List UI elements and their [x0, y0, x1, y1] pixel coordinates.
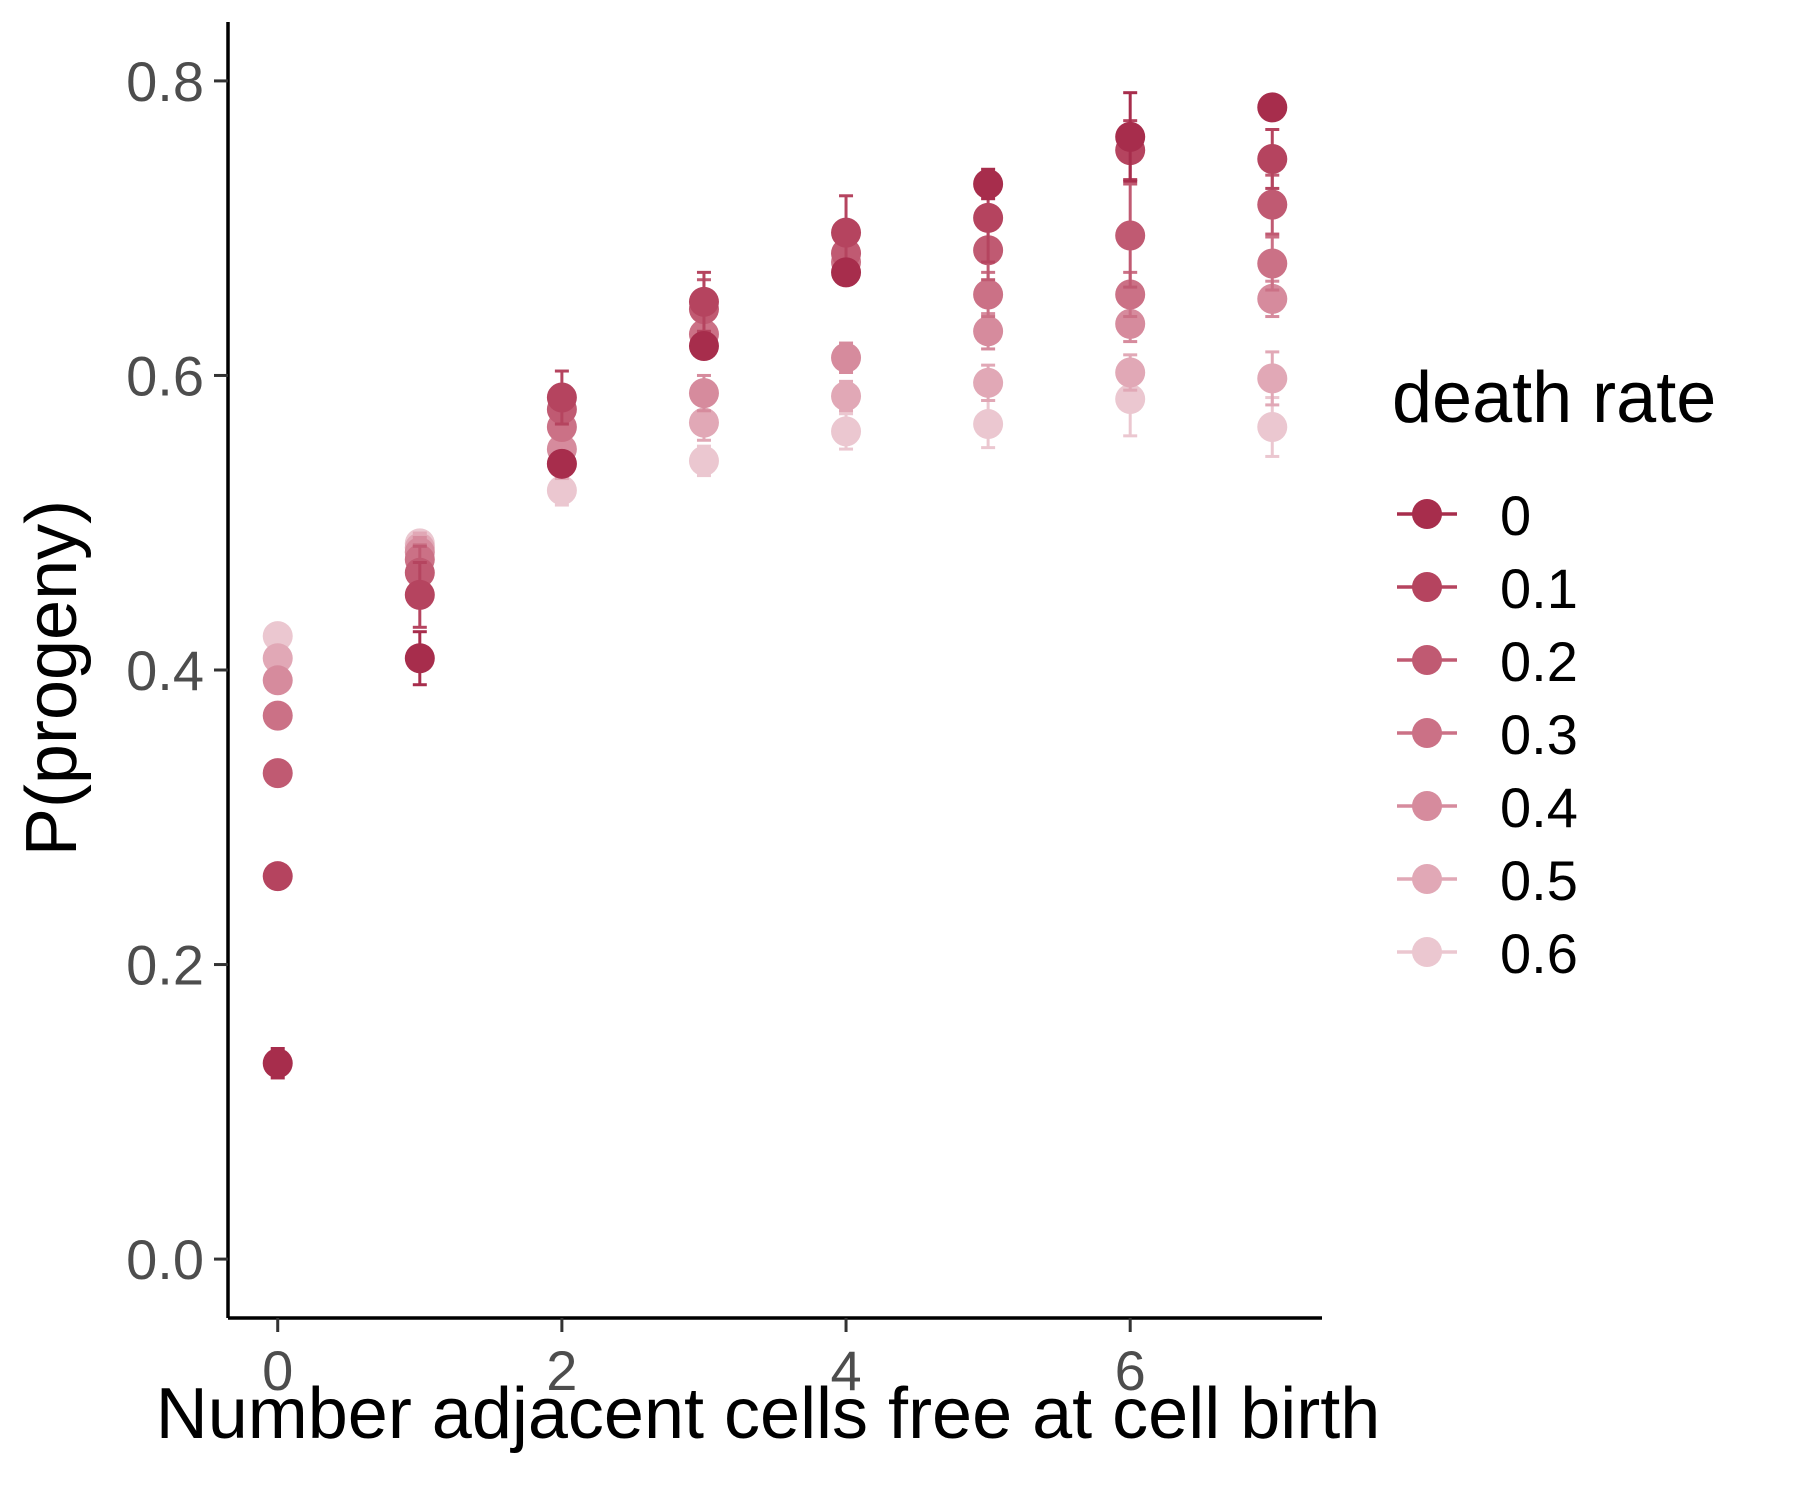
x-tick-label: 2 — [546, 1339, 577, 1402]
y-tick-label: 0.4 — [126, 639, 204, 702]
data-point — [1257, 412, 1288, 442]
data-point — [262, 700, 293, 731]
data-point — [831, 217, 862, 248]
legend-label: 0.6 — [1500, 922, 1578, 985]
legend-key-point — [1412, 937, 1442, 967]
y-axis-title: P(progeny) — [12, 500, 92, 856]
legend-item: 0.5 — [1397, 849, 1578, 912]
data-point — [262, 665, 293, 696]
data-point — [1257, 143, 1288, 174]
legend-label: 0.5 — [1500, 849, 1578, 912]
legend-item: 0.3 — [1397, 703, 1578, 766]
legend-item: 0.2 — [1397, 630, 1578, 693]
x-tick-label: 0 — [262, 1339, 293, 1402]
axes: 0.0 0.2 0.4 0.6 0.8 0 2 4 6 — [126, 22, 1322, 1402]
data-point — [973, 202, 1004, 233]
legend-item: 0.4 — [1397, 776, 1578, 839]
y-tick-label: 0.6 — [126, 344, 204, 407]
data-point — [831, 416, 862, 447]
data-point — [688, 407, 719, 438]
data-point — [688, 286, 719, 317]
data-point — [404, 579, 435, 610]
data-point — [262, 1048, 293, 1079]
data-point — [1115, 357, 1146, 388]
data-point — [1257, 92, 1288, 123]
data-point — [688, 378, 719, 409]
legend-key-point — [1412, 645, 1442, 675]
legend-label: 0 — [1500, 484, 1531, 547]
legend-key-point — [1412, 499, 1442, 529]
legend-key-point — [1412, 864, 1442, 894]
legend-title: death rate — [1392, 358, 1716, 438]
data-point — [973, 367, 1004, 398]
data-point — [546, 382, 577, 413]
legend-item: 0.6 — [1397, 922, 1578, 985]
series-0.2 — [262, 173, 1288, 789]
data-point — [1115, 384, 1146, 415]
data-point — [973, 409, 1004, 440]
legend-label: 0.2 — [1500, 630, 1578, 693]
data-point — [404, 643, 435, 674]
data-point — [1115, 220, 1146, 251]
data-point — [1115, 308, 1146, 339]
legend-items: 0 0.1 0.2 0.3 0.4 0.5 0.6 — [1397, 484, 1578, 985]
data-point — [1115, 279, 1146, 310]
data-point — [688, 445, 719, 476]
legend-label: 0.3 — [1500, 703, 1578, 766]
data-point — [262, 861, 293, 892]
data-point — [262, 758, 293, 789]
y-tick-label: 0.0 — [126, 1228, 204, 1291]
legend-item: 0.1 — [1397, 557, 1578, 620]
data-point — [831, 342, 862, 373]
data-point — [546, 448, 577, 479]
y-tick-label: 0.8 — [126, 50, 204, 113]
data-point — [1257, 363, 1288, 394]
data-point — [973, 169, 1004, 199]
legend-key-point — [1412, 791, 1442, 821]
x-tick-label: 6 — [1115, 1339, 1146, 1402]
data-point — [546, 475, 577, 506]
legend-key-point — [1412, 718, 1442, 748]
y-tick-label: 0.2 — [126, 934, 204, 997]
data-point — [831, 257, 862, 288]
data-point — [688, 331, 719, 361]
plot-marks — [262, 91, 1288, 1080]
data-point — [973, 316, 1004, 347]
data-point — [262, 621, 293, 652]
data-point — [1257, 248, 1288, 279]
legend-label: 0.1 — [1500, 557, 1578, 620]
legend-label: 0.4 — [1500, 776, 1578, 839]
data-point — [1257, 189, 1288, 220]
data-point — [973, 279, 1004, 310]
legend-item: 0 — [1397, 484, 1531, 547]
data-point — [262, 643, 293, 674]
legend: death rate 0 0.1 0.2 0.3 0.4 0.5 0.6 — [1392, 358, 1716, 985]
data-point — [1257, 283, 1288, 314]
x-tick-label: 4 — [830, 1339, 861, 1402]
data-point — [831, 381, 862, 412]
x-axis-title: Number adjacent cells free at cell birth — [156, 1374, 1381, 1454]
series-0 — [262, 91, 1288, 1080]
legend-key-point — [1412, 572, 1442, 602]
data-point — [1115, 121, 1146, 152]
